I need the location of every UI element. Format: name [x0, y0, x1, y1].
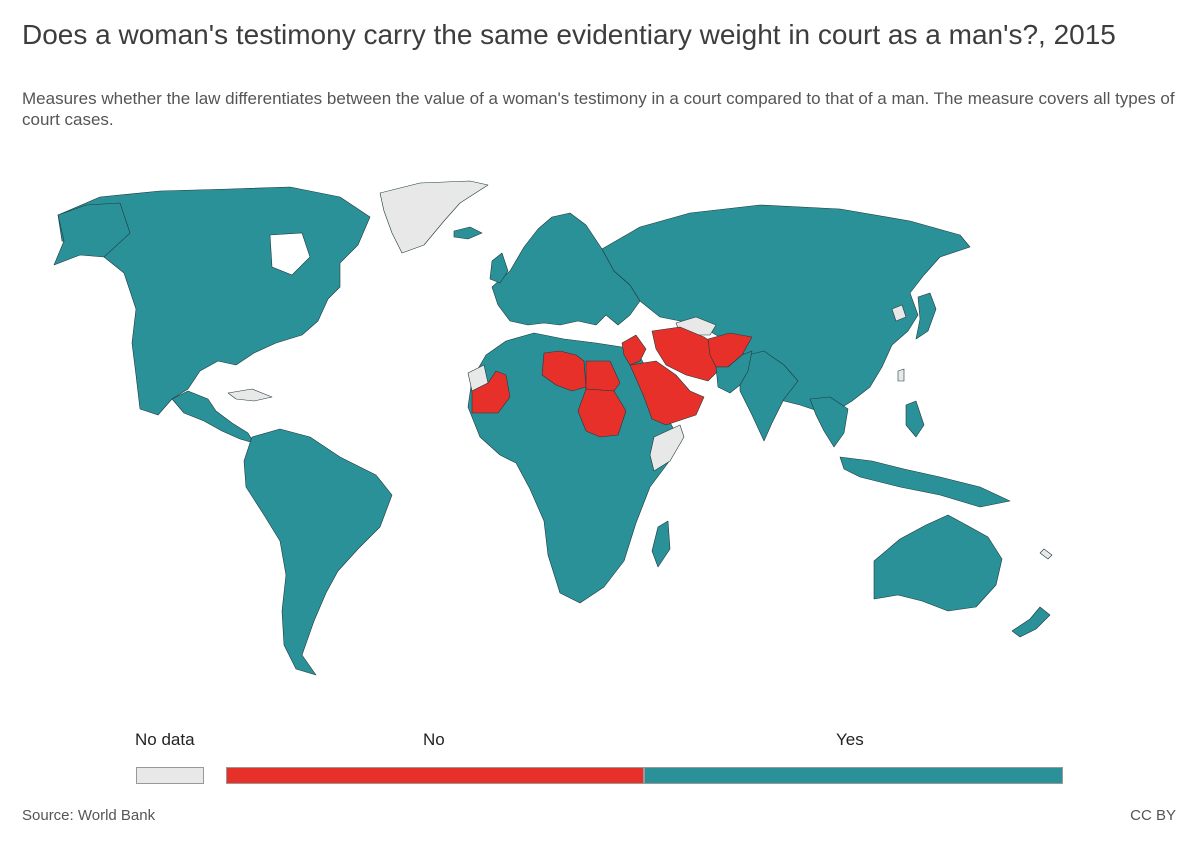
region-greenland[interactable]: [379, 180, 489, 254]
region-australia[interactable]: [873, 514, 1003, 612]
region-somalia[interactable]: [649, 424, 685, 472]
region-alaska[interactable]: [53, 202, 131, 266]
region-central-america[interactable]: [171, 390, 255, 444]
region-egypt[interactable]: [585, 360, 621, 392]
legend-swatch-no[interactable]: [226, 767, 644, 784]
region-southeast-asia[interactable]: [809, 396, 849, 448]
region-indonesia[interactable]: [839, 456, 1011, 508]
region-south-america[interactable]: [243, 428, 393, 676]
region-sudan[interactable]: [577, 388, 627, 438]
legend-label-yes: Yes: [836, 730, 864, 749]
region-pakistan[interactable]: [715, 350, 753, 394]
region-arabian-peninsula[interactable]: [629, 360, 705, 426]
region-madagascar[interactable]: [651, 520, 671, 568]
legend-label-no: No: [423, 730, 445, 749]
region-taiwan[interactable]: [897, 368, 905, 382]
region-japan[interactable]: [915, 292, 937, 340]
chart-title: Does a woman's testimony carry the same …: [22, 19, 1116, 50]
region-africa[interactable]: [467, 332, 679, 604]
region-cuba[interactable]: [227, 388, 273, 402]
world-map: [53, 180, 1053, 676]
region-north-korea[interactable]: [891, 304, 907, 322]
region-india[interactable]: [739, 350, 799, 442]
source-note: Source: World Bank: [22, 807, 156, 824]
hudson-bay: [269, 232, 311, 276]
region-new-zealand[interactable]: [1011, 606, 1051, 638]
license-note[interactable]: CC BY: [1130, 807, 1176, 824]
region-new-caledonia[interactable]: [1039, 548, 1053, 560]
legend-label-no-data: No data: [135, 730, 195, 749]
region-iran[interactable]: [651, 326, 719, 382]
chart-subtitle: Measures whether the law differentiates …: [22, 89, 1175, 129]
region-iceland[interactable]: [453, 226, 483, 240]
region-levant[interactable]: [621, 334, 647, 366]
legend-swatch-no-data[interactable]: [136, 767, 204, 784]
legend-swatch-yes[interactable]: [644, 767, 1063, 784]
region-philippines[interactable]: [905, 400, 925, 438]
region-mauritania[interactable]: [471, 370, 511, 414]
region-europe[interactable]: [491, 212, 641, 326]
region-uk[interactable]: [489, 252, 509, 284]
